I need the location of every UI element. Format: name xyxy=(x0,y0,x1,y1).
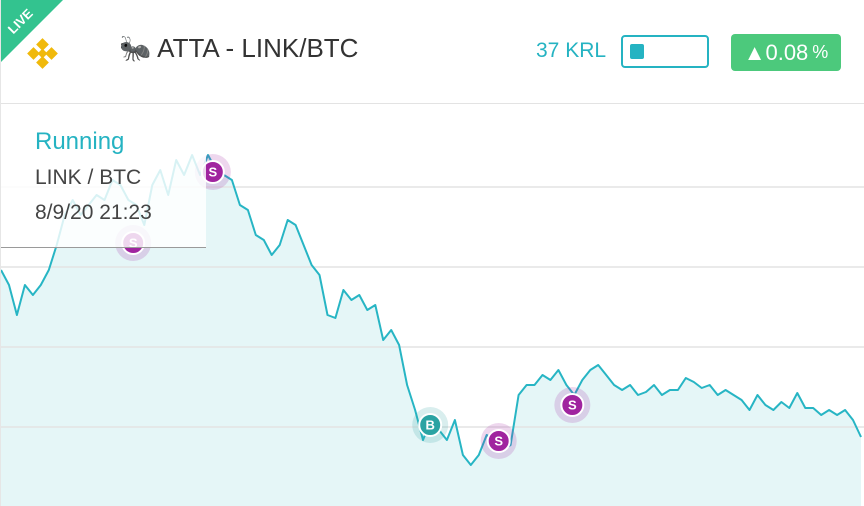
marker-label: S xyxy=(208,164,217,179)
marker xyxy=(486,429,511,453)
header: LIVE 🐜 ATTA - LINK/BTC 37 KRL ▲ 0.08% xyxy=(1,0,864,104)
date: 8/9/20 21:23 xyxy=(35,201,152,224)
marker-label: S xyxy=(494,433,503,448)
change-unit: % xyxy=(812,42,829,62)
bot-title: 🐜 ATTA - LINK/BTC xyxy=(119,33,358,64)
trade-marker: B xyxy=(412,407,449,443)
live-ribbon xyxy=(1,0,63,62)
change-value: 0.08 xyxy=(765,39,809,65)
change-badge: ▲ 0.08% xyxy=(731,34,841,71)
amount: 37 KRL xyxy=(536,39,607,62)
trade-marker: S xyxy=(480,423,517,459)
bot-name: ATTA - LINK/BTC xyxy=(157,33,359,63)
exchange-logo xyxy=(27,38,58,69)
pair: LINK / BTC xyxy=(35,166,142,189)
area xyxy=(1,155,861,506)
trade-marker: S xyxy=(554,387,591,423)
marker-label: B xyxy=(426,417,435,432)
marker xyxy=(418,413,443,437)
info-box: Running LINK / BTC 8/9/20 21:23 xyxy=(1,120,206,248)
status: Running xyxy=(35,128,125,155)
marker xyxy=(560,393,585,417)
header-icons: LIVE xyxy=(1,0,63,69)
marker-label: S xyxy=(568,397,577,412)
progress-bar xyxy=(621,35,709,68)
bot-icon: 🐜 xyxy=(119,33,152,63)
